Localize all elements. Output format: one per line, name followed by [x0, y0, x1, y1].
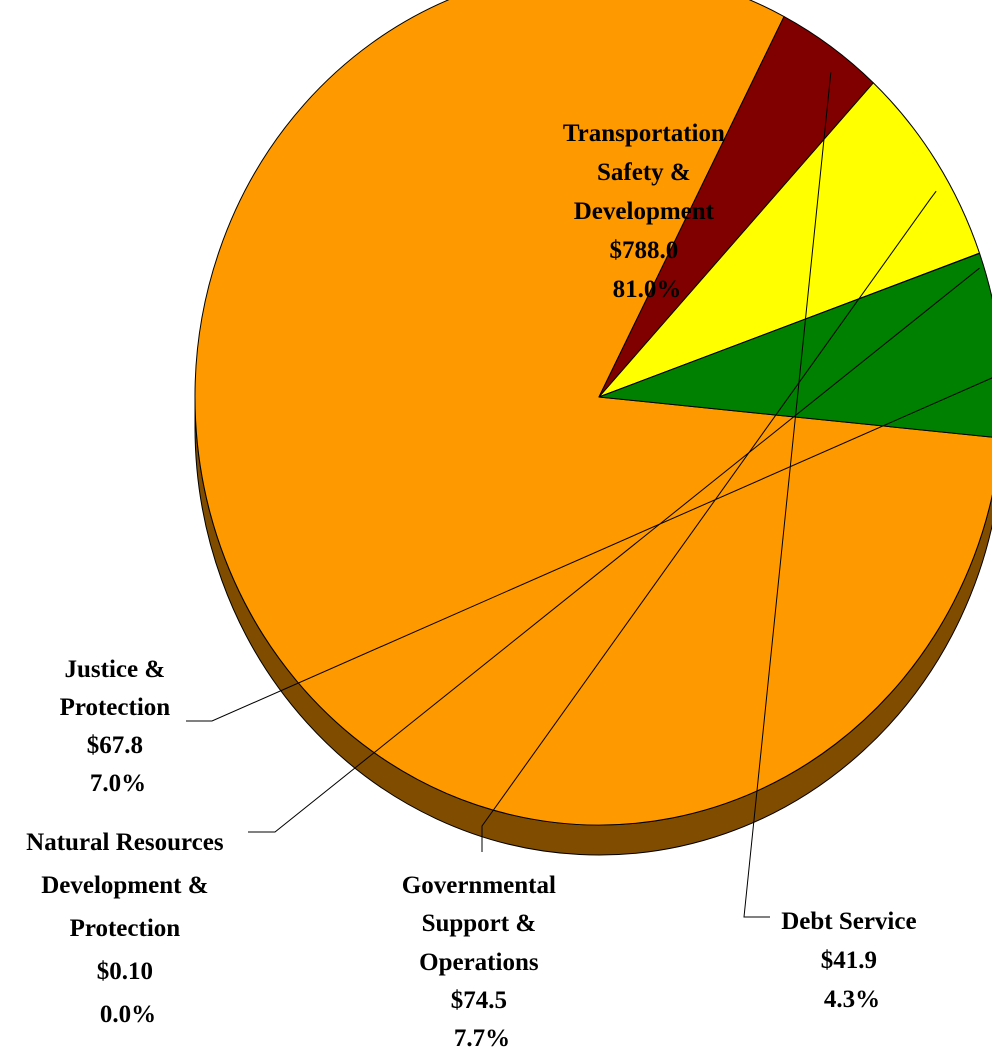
slice-percent-label: 0.0%	[100, 1001, 156, 1028]
slice-label-line: Development	[574, 198, 715, 225]
slice-label-justice: Justice & Protection $67.8 7.0%	[60, 656, 177, 797]
pie-slices	[194, 0, 992, 826]
leader-lines	[186, 72, 992, 918]
slice-amount-label: $41.9	[821, 947, 877, 974]
slice-percent-label: 7.0%	[90, 770, 146, 797]
slice-label-transportation: Transportation Safety & Development $788…	[563, 120, 731, 303]
slice-label-governmental: Governmental Support & Operations $74.5 …	[402, 872, 562, 1051]
pie-slice-transportation	[194, 0, 992, 826]
slice-label-debt-service: Debt Service $41.9 4.3%	[781, 908, 923, 1013]
slice-label-line: Transportation	[563, 120, 725, 147]
slice-label-line: Protection	[60, 694, 171, 721]
leader-line-governmental	[481, 190, 937, 852]
slice-label-line: Governmental	[402, 872, 556, 899]
leader-line-debt-service	[743, 72, 832, 918]
slice-amount-label: $74.5	[451, 987, 507, 1014]
slice-label-line: Debt Service	[781, 908, 916, 935]
slice-label-natural-resources: Natural Resources Development & Protecti…	[26, 829, 230, 1028]
slice-amount-label: $788.0	[610, 237, 679, 264]
slice-label-line: Development &	[41, 872, 208, 899]
pie-slice-justice	[598, 252, 992, 438]
slice-percent-label: 7.7%	[454, 1025, 510, 1051]
slice-percent-label: 4.3%	[824, 986, 880, 1013]
leader-line-justice	[186, 377, 992, 722]
slice-label-line: Support &	[422, 910, 537, 937]
slice-amount-label: $67.8	[87, 732, 143, 759]
slice-label-line: Protection	[70, 915, 181, 942]
slice-label-line: Operations	[419, 949, 539, 976]
slice-percent-label: 81.0%	[613, 276, 682, 303]
slice-label-line: Safety &	[597, 159, 691, 186]
slice-amount-label: $0.10	[97, 958, 153, 985]
leader-line-natural-resources	[248, 267, 980, 833]
slice-label-line: Justice &	[65, 656, 166, 683]
slice-label-line: Natural Resources	[26, 829, 224, 856]
pie-slice-governmental	[598, 82, 980, 398]
